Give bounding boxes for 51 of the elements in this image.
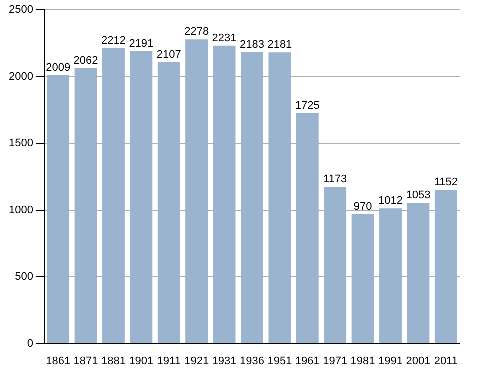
bar bbox=[324, 187, 347, 344]
y-tick-label: 500 bbox=[15, 271, 34, 284]
data-label: 2231 bbox=[212, 32, 237, 44]
data-label: 2191 bbox=[129, 38, 154, 50]
data-label: 2009 bbox=[46, 62, 71, 74]
bar bbox=[186, 40, 208, 344]
x-tick-label: 1931 bbox=[212, 355, 237, 368]
data-label: 2181 bbox=[268, 39, 292, 52]
bar bbox=[296, 113, 319, 344]
x-tick-label: 1911 bbox=[157, 355, 181, 368]
x-tick-label: 1871 bbox=[74, 355, 98, 368]
x-tick-label: 1961 bbox=[295, 355, 320, 368]
x-tick-label: 1991 bbox=[378, 355, 403, 368]
data-label: 2212 bbox=[101, 34, 126, 47]
y-tick-label: 0 bbox=[27, 338, 34, 350]
x-tick-label: 1881 bbox=[101, 355, 126, 368]
x-tick-label: 1861 bbox=[46, 355, 71, 368]
y-tick-label: 2500 bbox=[8, 4, 34, 16]
bar bbox=[380, 208, 402, 344]
bar bbox=[352, 214, 374, 344]
bar bbox=[102, 48, 125, 344]
bar bbox=[158, 62, 180, 344]
x-tick-label: 1951 bbox=[268, 355, 292, 368]
y-tick-label: 1500 bbox=[8, 138, 34, 150]
bar bbox=[74, 68, 98, 344]
data-label: 1725 bbox=[295, 100, 320, 112]
x-tick-label: 1981 bbox=[350, 355, 376, 368]
y-tick-label: 2000 bbox=[8, 70, 34, 83]
data-label: 1173 bbox=[324, 174, 348, 186]
data-label: 1053 bbox=[406, 190, 431, 202]
bar bbox=[407, 203, 430, 344]
bar bbox=[47, 76, 70, 344]
x-tick-label: 1901 bbox=[129, 355, 154, 368]
x-tick-label: 1936 bbox=[240, 355, 264, 368]
bar bbox=[213, 46, 236, 344]
bar bbox=[241, 52, 264, 344]
bar bbox=[130, 51, 153, 344]
data-label: 1152 bbox=[434, 176, 458, 189]
bar bbox=[434, 190, 458, 344]
y-tick-label: 1000 bbox=[8, 204, 34, 216]
x-tick-label: 2011 bbox=[434, 355, 458, 368]
x-tick-label: 1971 bbox=[323, 355, 348, 368]
data-label: 2183 bbox=[240, 38, 264, 51]
x-tick-label: 1921 bbox=[184, 355, 210, 368]
data-label: 2062 bbox=[74, 55, 98, 68]
bar bbox=[268, 52, 292, 344]
data-label: 2107 bbox=[156, 49, 182, 62]
data-label: 970 bbox=[354, 200, 372, 213]
data-label: 2278 bbox=[184, 26, 210, 38]
data-label: 1012 bbox=[378, 195, 403, 208]
x-tick-label: 2001 bbox=[406, 355, 431, 368]
